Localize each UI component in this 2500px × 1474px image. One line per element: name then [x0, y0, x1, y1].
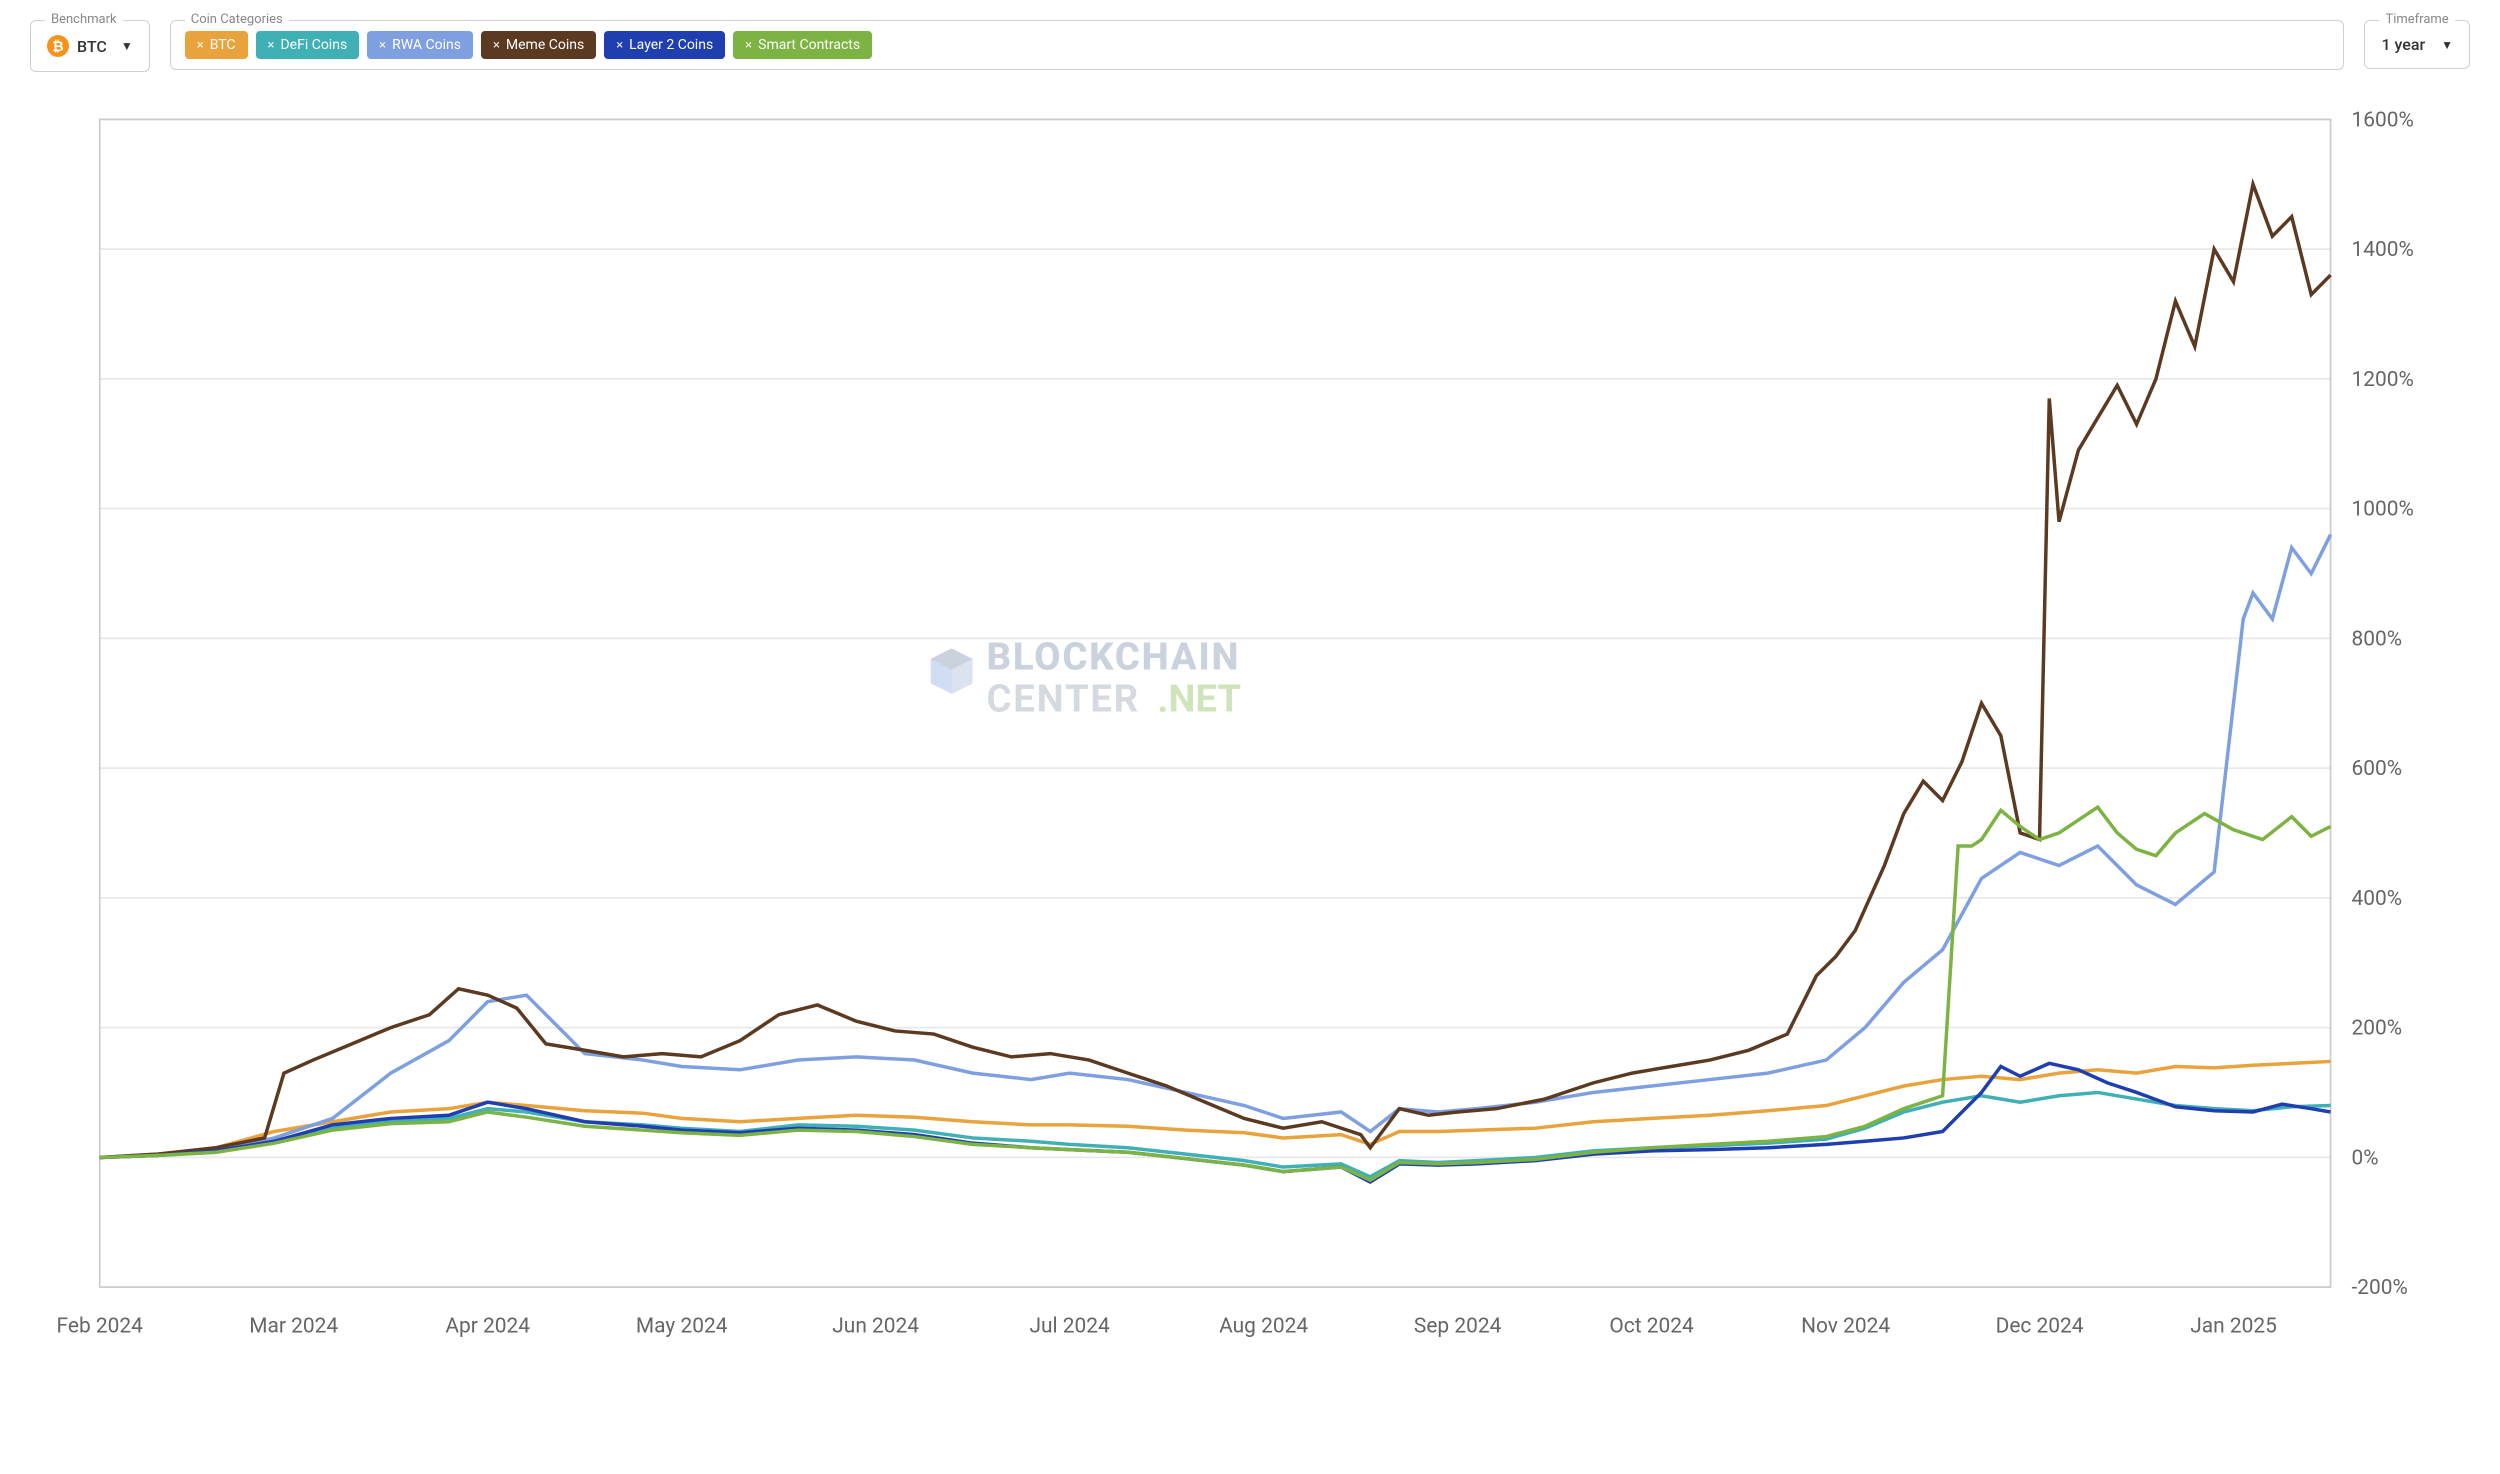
x-axis-label: Mar 2024 [249, 1314, 338, 1338]
close-icon[interactable]: × [379, 38, 386, 53]
close-icon[interactable]: × [745, 38, 752, 53]
x-axis-label: Dec 2024 [1996, 1314, 2084, 1338]
chart-container: -200% 0% 200% 400% 600% 800% 1000% 1200% 1400% 16… [30, 102, 2470, 1392]
category-chip-label: Layer 2 Coins [629, 37, 713, 53]
series-rwa [100, 535, 2331, 1158]
category-chip[interactable]: × DeFi Coins [256, 31, 360, 59]
y-axis-label: 1600% [2351, 108, 2413, 132]
close-icon[interactable]: × [197, 38, 204, 53]
benchmark-group: Benchmark ₿ BTC ▼ [30, 20, 150, 72]
category-chip[interactable]: × Meme Coins [481, 31, 596, 59]
watermark-icon [931, 649, 973, 694]
y-axis-label: 1200% [2351, 368, 2413, 392]
series-smart [100, 807, 2331, 1180]
x-axis-label: Apr 2024 [445, 1314, 530, 1338]
category-chip[interactable]: × RWA Coins [367, 31, 473, 59]
y-axis-label: 1000% [2351, 498, 2413, 522]
y-axis-label: 200% [2351, 1017, 2402, 1041]
btc-icon: ₿ [47, 35, 69, 57]
category-chip[interactable]: × Smart Contracts [733, 31, 872, 59]
category-chip-label: DeFi Coins [280, 37, 347, 53]
benchmark-select[interactable]: ₿ BTC ▼ [45, 31, 135, 61]
x-axis-label: Jun 2024 [832, 1314, 919, 1338]
x-axis-label: Nov 2024 [1801, 1314, 1890, 1338]
y-axis-label: 600% [2351, 757, 2402, 781]
benchmark-label: Benchmark [45, 12, 123, 27]
categories-label: Coin Categories [185, 12, 289, 27]
y-axis-label: 400% [2351, 887, 2402, 911]
controls-row: Benchmark ₿ BTC ▼ Coin Categories ×BTC×D… [30, 20, 2470, 72]
x-axis-label: Sep 2024 [1414, 1314, 1502, 1338]
categories-group: Coin Categories ×BTC×DeFi Coins×RWA Coin… [170, 20, 2345, 70]
chevron-down-icon: ▼ [121, 39, 133, 53]
y-axis-label: 1400% [2351, 238, 2413, 262]
category-chip[interactable]: × BTC [185, 31, 248, 59]
close-icon[interactable]: × [268, 38, 275, 53]
watermark: BLOCKCHAINCENTER .NET [931, 634, 1241, 721]
watermark-line2a: CENTER [986, 676, 1139, 721]
line-chart: -200% 0% 200% 400% 600% 800% 1000% 1200% 1400% 16… [30, 102, 2470, 1392]
timeframe-label: Timeframe [2379, 12, 2454, 27]
watermark-line2b: .NET [1157, 676, 1241, 721]
watermark-line1: BLOCKCHAIN [986, 634, 1240, 679]
timeframe-group: Timeframe 1 year ▼ [2364, 20, 2470, 69]
x-axis-label: Aug 2024 [1219, 1314, 1308, 1338]
close-icon[interactable]: × [616, 38, 623, 53]
timeframe-select[interactable]: 1 year ▼ [2379, 31, 2455, 58]
category-chip-label: RWA Coins [392, 37, 461, 53]
chevron-down-icon: ▼ [2441, 38, 2453, 52]
x-axis-label: May 2024 [636, 1314, 728, 1338]
category-chip-label: BTC [210, 37, 236, 53]
category-chip[interactable]: × Layer 2 Coins [604, 31, 725, 59]
timeframe-value: 1 year [2381, 35, 2425, 54]
category-chip-label: Smart Contracts [758, 37, 860, 53]
y-axis-label: 0% [2351, 1146, 2378, 1170]
close-icon[interactable]: × [493, 38, 500, 53]
x-axis-label: Oct 2024 [1609, 1314, 1694, 1338]
category-chip-label: Meme Coins [506, 37, 584, 53]
benchmark-value: BTC [77, 37, 107, 56]
x-axis-label: Jan 2025 [2190, 1314, 2277, 1338]
y-axis-label: 800% [2351, 627, 2402, 651]
x-axis-label: Jul 2024 [1029, 1314, 1110, 1338]
x-axis-label: Feb 2024 [57, 1314, 144, 1338]
y-axis-label: -200% [2351, 1276, 2407, 1300]
